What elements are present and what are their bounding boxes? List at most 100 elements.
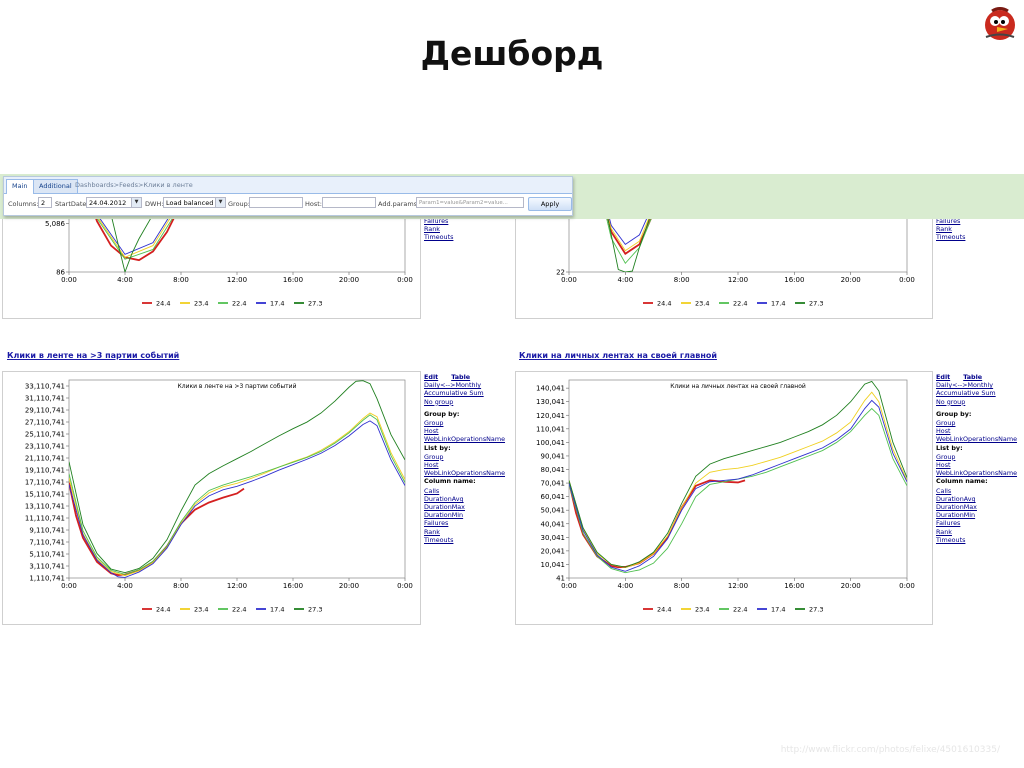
host-input[interactable]	[322, 197, 376, 208]
chevron-down-icon[interactable]: ▼	[215, 198, 225, 207]
menu-accumulative-link[interactable]: Accumulative Sum	[424, 389, 484, 398]
y-tick-label: 5,086	[45, 220, 66, 228]
x-tick-label: 4:00	[117, 276, 133, 284]
series-line-23-4	[605, 206, 655, 252]
x-tick-label: 4:00	[617, 582, 633, 590]
menu-timeouts-link[interactable]: Timeouts	[424, 233, 454, 242]
y-tick-label: 90,041	[541, 452, 566, 460]
x-tick-label: 0:00	[397, 276, 413, 284]
columns-input[interactable]: 2	[38, 197, 52, 208]
menu-host-link[interactable]: Host	[424, 427, 439, 436]
menu-timeouts-link[interactable]: Timeouts	[936, 233, 966, 242]
menu-weblink-link[interactable]: WebLinkOperationsName	[424, 469, 506, 478]
series-line-27-3	[604, 206, 655, 272]
y-tick-label: 70,041	[541, 480, 566, 488]
x-tick-label: 16:00	[283, 582, 303, 590]
breadcrumb: Dashboards>Feeds>Клики в ленте	[75, 181, 193, 189]
y-tick-label: 5,110,741	[29, 551, 65, 559]
y-tick-label: 130,041	[536, 398, 565, 406]
menu-daily-monthly-link[interactable]: Daily<-->Monthly	[424, 381, 482, 390]
chart-top-left: 86 5,086 0:00 4:00 8:00 12:00 16:00 20:00 0:00 24…	[45, 206, 413, 308]
legend-label: 24.4	[156, 606, 170, 614]
menu-rank-link[interactable]: Rank	[936, 225, 952, 234]
menu-duration-min-link[interactable]: DurationMin	[424, 511, 464, 520]
chart-link-feed-clicks[interactable]: Клики в ленте на >3 партии событий	[7, 351, 180, 360]
menu-failures-link[interactable]: Failures	[936, 519, 961, 528]
menu-calls-link[interactable]: Calls	[936, 486, 952, 495]
menu-no-group-link[interactable]: No group	[424, 397, 454, 406]
menu-weblink-link[interactable]: WebLinkOperationsName	[936, 435, 1018, 444]
x-tick-label: 8:00	[674, 582, 690, 590]
menu-timeouts-link[interactable]: Timeouts	[424, 535, 454, 544]
menu-group-link[interactable]: Group	[424, 419, 444, 428]
menu-edit-link[interactable]: Edit	[936, 373, 951, 381]
menu-no-group-link[interactable]: No group	[936, 397, 966, 406]
startdate-input[interactable]: 24.04.2012 ▼	[86, 197, 142, 208]
menu-rank-link[interactable]: Rank	[424, 527, 440, 536]
menu-rank-link[interactable]: Rank	[424, 225, 440, 234]
tab-additional[interactable]: Additional	[33, 179, 78, 193]
chart-panel-top-left: 86 5,086 0:00 4:00 8:00 12:00 16:00 20:00 0:00 24…	[2, 205, 421, 319]
x-tick-label: 0:00	[899, 582, 915, 590]
menu-weblink-link[interactable]: WebLinkOperationsName	[424, 435, 506, 444]
chart-link-personal-feed[interactable]: Клики на личных лентах на своей главной	[519, 351, 717, 360]
legend-label: 27.3	[809, 606, 823, 614]
apply-button[interactable]: Apply	[528, 197, 572, 211]
addparams-input[interactable]: Param1=value&Param2=value...	[416, 197, 524, 208]
x-tick-label: 20:00	[339, 582, 359, 590]
chart-bottom-left: Клики в ленте на >3 партии событий 1,110,…	[25, 379, 413, 614]
series-line-17-4	[69, 420, 405, 578]
menu-group-link[interactable]: Group	[936, 452, 956, 461]
menu-daily-monthly-link[interactable]: Daily<-->Monthly	[936, 381, 994, 390]
menu-failures-link[interactable]: Failures	[424, 217, 449, 225]
menu-failures-link[interactable]: Failures	[936, 217, 961, 225]
menu-host-link[interactable]: Host	[424, 461, 439, 470]
series-line-23-4	[69, 412, 405, 577]
y-tick-label: 33,110,741	[25, 383, 65, 391]
watermark-url: http://www.flickr.com/photos/felixe/4501…	[780, 745, 1000, 755]
menu-list-by-heading: List by:	[936, 443, 963, 452]
menu-table-link[interactable]: Table	[451, 373, 471, 381]
plot-area	[68, 379, 406, 579]
menu-group-link[interactable]: Group	[936, 419, 956, 428]
calendar-dropdown-icon[interactable]: ▼	[131, 198, 141, 207]
menu-duration-avg-link[interactable]: DurationAvg	[936, 494, 976, 503]
dwh-select[interactable]: Load balanced ▼	[163, 197, 226, 208]
y-tick-label: 86	[56, 269, 65, 277]
filter-toolbar: Main Additional Dashboards>Feeds>Клики в…	[3, 176, 573, 216]
legend-label: 27.3	[308, 606, 322, 614]
group-input[interactable]	[249, 197, 303, 208]
y-tick-label: 120,041	[536, 412, 565, 420]
x-tick-label: 0:00	[397, 582, 413, 590]
menu-column-name-heading: Column name:	[936, 477, 988, 486]
menu-host-link[interactable]: Host	[936, 427, 951, 436]
menu-group-link[interactable]: Group	[424, 452, 444, 461]
menu-rank-link[interactable]: Rank	[936, 527, 952, 536]
menu-duration-min-link[interactable]: DurationMin	[936, 511, 976, 520]
y-tick-label: 21,110,741	[25, 455, 65, 463]
menu-calls-link[interactable]: Calls	[424, 486, 440, 495]
legend-label: 24.4	[657, 300, 671, 308]
series-line-24-4	[69, 482, 245, 576]
menu-table-link[interactable]: Table	[963, 373, 983, 381]
y-tick-label: 7,110,741	[29, 539, 65, 547]
y-tick-label: 31,110,741	[25, 395, 65, 403]
legend-label: 23.4	[194, 606, 208, 614]
series-line-17-4	[93, 206, 177, 255]
menu-duration-avg-link[interactable]: DurationAvg	[424, 494, 464, 503]
legend-label: 17.4	[771, 300, 785, 308]
menu-failures-link[interactable]: Failures	[424, 519, 449, 528]
y-tick-label: 23,110,741	[25, 443, 65, 451]
menu-duration-max-link[interactable]: DurationMax	[936, 503, 977, 512]
menu-host-link[interactable]: Host	[936, 461, 951, 470]
menu-accumulative-link[interactable]: Accumulative Sum	[936, 389, 996, 398]
group-label: Group:	[228, 200, 250, 208]
series-line-22-4	[69, 414, 405, 575]
tab-main[interactable]: Main	[6, 179, 34, 194]
menu-edit-link[interactable]: Edit	[424, 373, 439, 381]
side-menu-bottom-right: Edit Table Daily<-->Monthly Accumulative …	[936, 373, 1017, 544]
bird-logo-icon	[985, 7, 1015, 40]
menu-timeouts-link[interactable]: Timeouts	[936, 535, 966, 544]
menu-duration-max-link[interactable]: DurationMax	[424, 503, 465, 512]
menu-weblink-link[interactable]: WebLinkOperationsName	[936, 469, 1018, 478]
